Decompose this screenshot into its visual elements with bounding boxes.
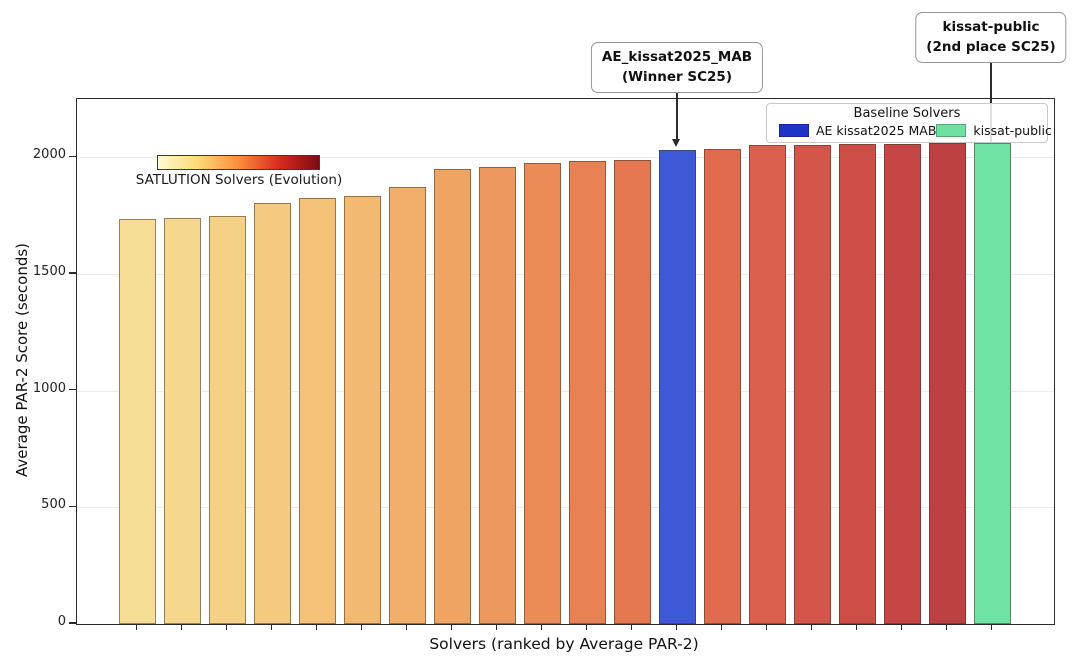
bar-rank-9: [479, 167, 517, 624]
annotation-winner-arrow-line: [676, 89, 678, 139]
annotation-second-pointer-line: [990, 54, 992, 142]
x-tick-mark: [361, 624, 363, 630]
bar-rank-19: [929, 143, 967, 624]
bar-rank-1: [119, 218, 157, 624]
legend-label: kissat-public: [973, 123, 1052, 138]
x-tick-mark: [316, 624, 318, 630]
x-tick-mark: [181, 624, 183, 630]
bar-rank-18: [884, 143, 922, 624]
bar-rank-20: [974, 143, 1012, 624]
bar-rank-10: [524, 162, 562, 624]
bar-rank-5: [299, 197, 337, 624]
bar-rank-7: [389, 186, 427, 624]
y-tick-mark: [69, 388, 76, 391]
plot-area: [76, 98, 1055, 625]
bar-rank-6: [344, 195, 382, 624]
x-tick-mark: [856, 624, 858, 630]
x-tick-mark: [451, 624, 453, 630]
x-tick-mark: [136, 624, 138, 630]
annotation-second-place: kissat-public (2nd place SC25): [915, 12, 1067, 63]
y-tick-label-1000: 1000: [32, 380, 66, 396]
x-tick-mark: [676, 624, 678, 630]
x-tick-mark: [541, 624, 543, 630]
legend-item-ae-kissat2025-mab: AE kissat2025 MAB: [779, 123, 936, 138]
bar-rank-16: [794, 144, 832, 624]
colorbar-gradient: [157, 155, 320, 170]
y-tick-mark: [69, 622, 76, 624]
legend-label: AE kissat2025 MAB: [816, 123, 937, 138]
x-tick-mark: [901, 624, 903, 630]
bar-rank-13: [659, 149, 697, 624]
y-tick-mark: [69, 505, 76, 508]
bar-rank-4: [254, 202, 292, 624]
legend-swatch-green-icon: [936, 124, 967, 137]
x-tick-mark: [811, 624, 813, 630]
y-tick-label-1500: 1500: [32, 264, 66, 279]
gridline-1500: [77, 274, 1054, 275]
legend-swatch-blue-icon: [779, 124, 809, 137]
bar-rank-14: [704, 148, 742, 624]
bar-rank-15: [749, 144, 787, 624]
x-tick-mark: [631, 624, 633, 630]
gridline-500: [77, 507, 1054, 509]
bar-rank-2: [164, 217, 202, 624]
colorbar-label: SATLUTION Solvers (Evolution): [135, 172, 343, 188]
annotation-second-line2: (2nd place SC25): [926, 39, 1056, 56]
x-axis-label: Solvers (ranked by Average PAR-2): [429, 635, 699, 653]
legend: Baseline Solvers AE kissat2025 MAB kissa…: [766, 103, 1052, 143]
x-tick-mark: [496, 624, 498, 630]
y-tick-label-2000: 2000: [32, 147, 66, 163]
annotation-winner-line2: (Winner SC25): [621, 69, 732, 86]
bar-rank-11: [569, 161, 607, 624]
legend-item-kissat-public: kissat-public: [936, 123, 1052, 138]
bar-rank-17: [839, 144, 877, 624]
x-tick-mark: [721, 624, 723, 630]
y-tick-mark: [69, 272, 76, 274]
bar-rank-3: [209, 215, 247, 624]
y-tick-mark: [69, 155, 76, 158]
bar-rank-8: [434, 168, 472, 624]
annotation-second-line1: kissat-public: [942, 19, 1040, 35]
bar-rank-12: [614, 159, 652, 624]
x-tick-mark: [766, 624, 768, 630]
x-tick-mark: [586, 624, 588, 630]
gridline-1000: [77, 390, 1054, 392]
annotation-winner: AE_kissat2025_MAB (Winner SC25): [590, 42, 764, 93]
x-tick-mark: [991, 624, 993, 630]
x-tick-mark: [271, 624, 273, 630]
x-tick-mark: [226, 624, 228, 630]
legend-items: AE kissat2025 MAB kissat-public: [767, 121, 1052, 138]
x-tick-mark: [406, 624, 408, 630]
x-tick-mark: [946, 624, 948, 630]
annotation-winner-line1: AE_kissat2025_MAB: [601, 49, 753, 65]
arrow-down-icon: [672, 139, 681, 147]
y-tick-label-0: 0: [57, 614, 66, 629]
y-tick-label-500: 500: [41, 497, 66, 513]
gridline-2000: [77, 157, 1054, 159]
legend-title: Baseline Solvers: [853, 106, 961, 121]
